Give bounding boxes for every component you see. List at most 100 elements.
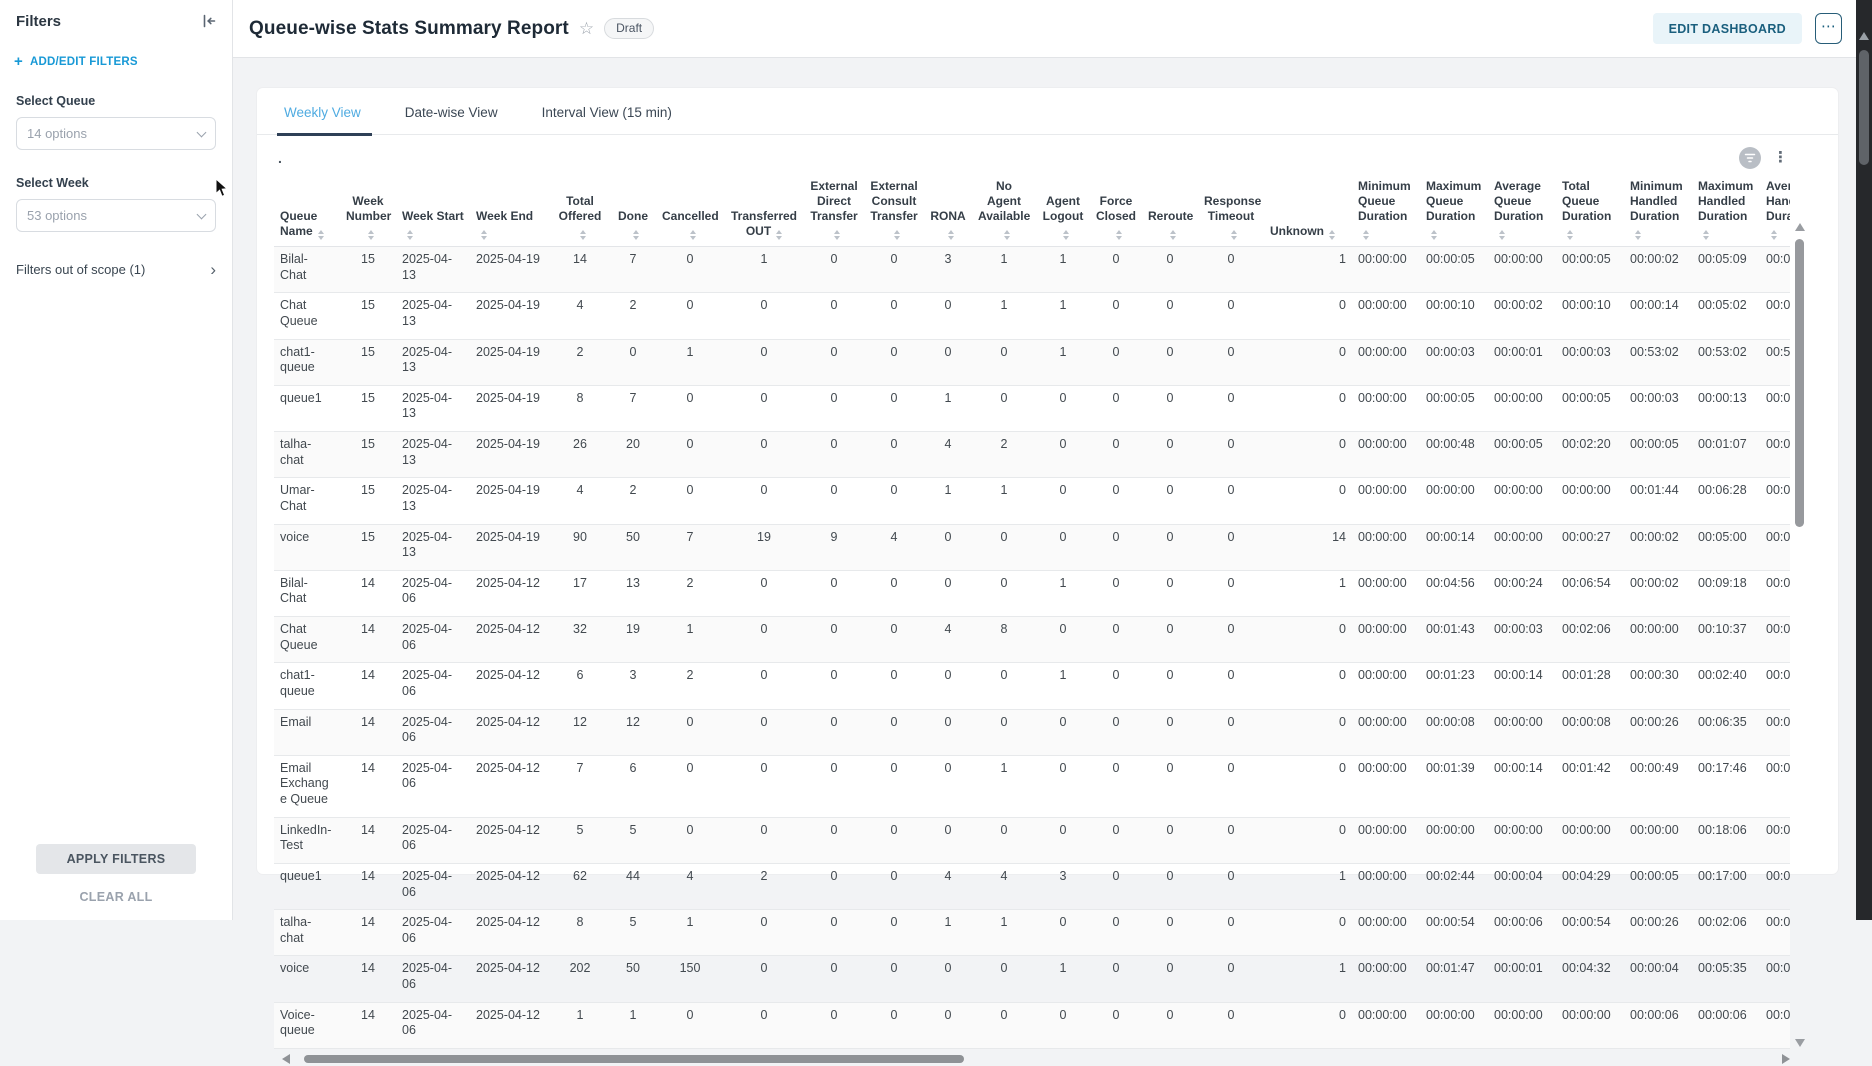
apply-filters-button[interactable]: APPLY FILTERS [36, 844, 196, 874]
collapse-sidebar-icon[interactable] [200, 12, 218, 30]
scroll-up-arrow-icon[interactable] [1795, 223, 1805, 231]
sort-icon[interactable] [690, 230, 696, 240]
sort-icon[interactable] [1635, 230, 1641, 240]
kebab-menu-icon[interactable]: ⋮ [1773, 151, 1788, 165]
table-cell: chat1-queue [274, 339, 340, 385]
queue-select[interactable]: 14 options [16, 117, 216, 150]
sort-icon[interactable] [1004, 230, 1010, 240]
sort-icon[interactable] [407, 230, 413, 240]
star-icon[interactable]: ☆ [579, 19, 594, 39]
column-header[interactable]: External Direct Transfer [804, 175, 864, 247]
table-cell: 00:00:10 [1556, 293, 1624, 339]
sort-icon[interactable] [481, 230, 487, 240]
column-header[interactable]: Transferred OUT [724, 175, 804, 247]
filters-out-of-scope-row[interactable]: Filters out of scope (1) › [16, 262, 216, 277]
column-header[interactable]: Done [610, 175, 656, 247]
column-header[interactable]: External Consult Transfer [864, 175, 924, 247]
tab-weekly-view[interactable]: Weekly View [281, 105, 364, 134]
table-cell: 0 [724, 478, 804, 524]
scroll-down-arrow-icon[interactable] [1795, 1039, 1805, 1047]
scroll-right-arrow-icon[interactable] [1782, 1054, 1790, 1064]
sort-icon[interactable] [1170, 230, 1176, 240]
browser-scrollbar[interactable] [1856, 0, 1872, 920]
table-cell: 0 [804, 956, 864, 1002]
sort-icon[interactable] [1231, 230, 1237, 240]
table-cell: 00:04:29 [1556, 863, 1624, 909]
sort-icon[interactable] [1499, 230, 1505, 240]
column-header[interactable]: Cancelled [656, 175, 724, 247]
table-cell: 150 [656, 956, 724, 1002]
column-header[interactable]: Minimum Handled Duration [1624, 175, 1692, 247]
table-cell: 00:02:20 [1556, 432, 1624, 478]
sort-icon[interactable] [318, 230, 324, 240]
sort-icon[interactable] [368, 230, 374, 240]
week-select[interactable]: 53 options [16, 199, 216, 232]
vertical-scroll-thumb[interactable] [1795, 239, 1804, 527]
clear-all-button[interactable]: CLEAR ALL [0, 890, 232, 904]
table-cell: 0 [724, 910, 804, 956]
table-cell: 00:00:00 [1352, 478, 1420, 524]
column-header[interactable]: No Agent Available [972, 175, 1036, 247]
table-scroll-area[interactable]: Queue NameWeek NumberWeek StartWeek EndT… [274, 175, 1790, 1049]
column-header[interactable]: Week Start [396, 175, 470, 247]
add-edit-filters-button[interactable]: + ADD/EDIT FILTERS [0, 30, 232, 68]
table-vertical-scrollbar[interactable] [1794, 221, 1806, 1049]
column-header[interactable]: Maximum Handled Duration [1692, 175, 1760, 247]
sort-icon[interactable] [633, 230, 639, 240]
column-header-label: Agent Logout [1043, 194, 1084, 223]
page-title: Queue-wise Stats Summary Report [249, 18, 569, 40]
column-header[interactable]: Unknown [1264, 175, 1352, 247]
sort-icon[interactable] [1567, 230, 1573, 240]
more-options-icon[interactable]: ⋯ [1815, 13, 1842, 44]
table-row: LinkedIn-Test142025-04-062025-04-1255000… [274, 817, 1790, 863]
sort-icon[interactable] [1363, 230, 1369, 240]
column-header[interactable]: Total Offered [550, 175, 610, 247]
filter-icon[interactable] [1739, 147, 1761, 169]
table-cell: 1 [1036, 247, 1090, 293]
edit-dashboard-button[interactable]: EDIT DASHBOARD [1653, 13, 1802, 44]
browser-scroll-thumb[interactable] [1859, 50, 1869, 165]
scroll-left-arrow-icon[interactable] [282, 1054, 290, 1064]
column-header[interactable]: Reroute [1142, 175, 1198, 247]
table-cell: 00:00:24 [1488, 570, 1556, 616]
table-cell: 0 [1198, 817, 1264, 863]
table-cell: 00:17:00 [1692, 863, 1760, 909]
tab-interval-view[interactable]: Interval View (15 min) [539, 105, 675, 134]
table-cell: 0 [656, 385, 724, 431]
table-cell: voice [274, 956, 340, 1002]
column-header[interactable]: Minimum Queue Duration [1352, 175, 1420, 247]
column-header[interactable]: Week Number [340, 175, 396, 247]
column-header[interactable]: Total Queue Duration [1556, 175, 1624, 247]
sort-icon[interactable] [1771, 230, 1777, 240]
column-header[interactable]: Force Closed [1090, 175, 1142, 247]
column-header[interactable]: Week End [470, 175, 550, 247]
horizontal-scroll-thumb[interactable] [304, 1055, 964, 1063]
table-cell: 00:01:39 [1420, 755, 1488, 817]
sort-icon[interactable] [948, 230, 954, 240]
table-cell: 0 [924, 524, 972, 570]
sort-icon[interactable] [776, 230, 782, 240]
table-horizontal-scrollbar[interactable] [274, 1052, 1790, 1066]
column-header[interactable]: Agent Logout [1036, 175, 1090, 247]
sort-icon[interactable] [834, 230, 840, 240]
horizontal-scroll-track[interactable] [294, 1055, 1778, 1063]
scroll-up-arrow-icon[interactable] [1859, 32, 1869, 40]
column-header[interactable]: Average Queue Duration [1488, 175, 1556, 247]
sort-icon[interactable] [894, 230, 900, 240]
sort-icon[interactable] [1431, 230, 1437, 240]
sort-icon[interactable] [580, 230, 586, 240]
column-header[interactable]: Queue Name [274, 175, 340, 247]
column-header[interactable]: Average Handled Duration [1760, 175, 1790, 247]
table-cell: 15 [340, 247, 396, 293]
column-header[interactable]: Maximum Queue Duration [1420, 175, 1488, 247]
table-cell: 0 [1090, 709, 1142, 755]
table-cell: 15 [340, 524, 396, 570]
column-header[interactable]: RONA [924, 175, 972, 247]
sort-icon[interactable] [1063, 230, 1069, 240]
table-cell: 0 [1264, 910, 1352, 956]
tab-date-wise-view[interactable]: Date-wise View [402, 105, 501, 134]
sort-icon[interactable] [1329, 230, 1335, 240]
sort-icon[interactable] [1116, 230, 1122, 240]
column-header[interactable]: Response Timeout [1198, 175, 1264, 247]
sort-icon[interactable] [1703, 230, 1709, 240]
